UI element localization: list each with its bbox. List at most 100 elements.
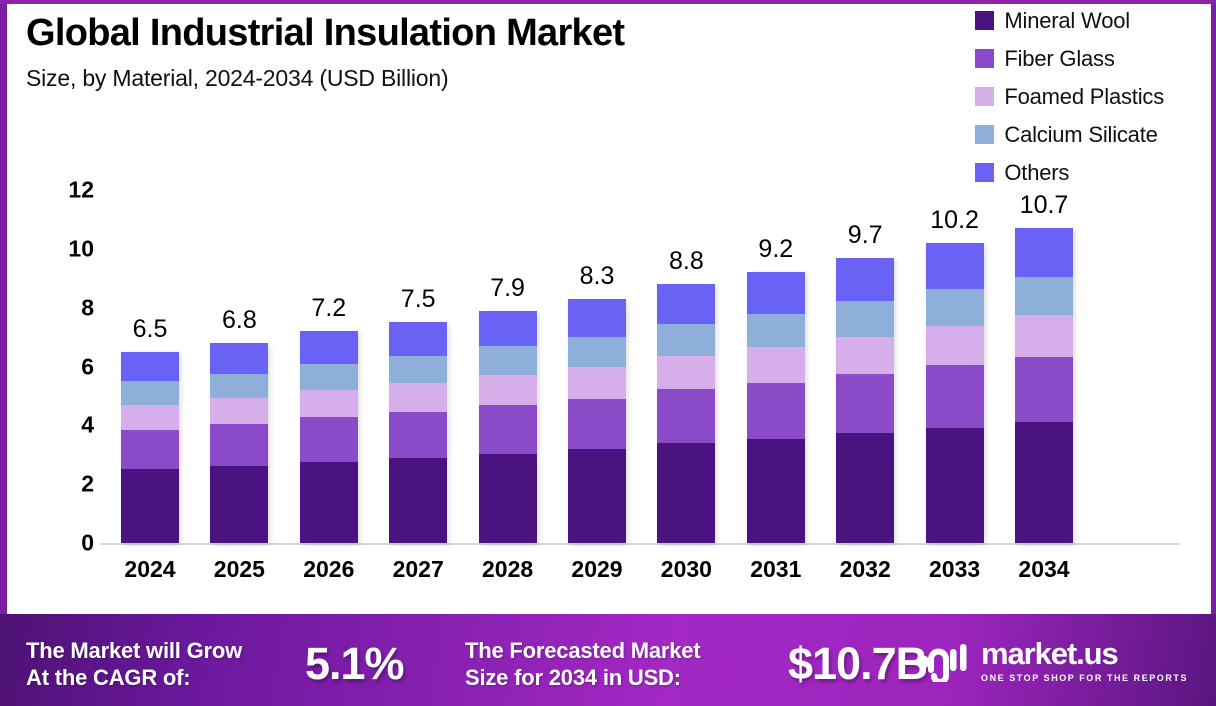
- bar-segment[interactable]: [746, 313, 805, 348]
- bar-segment[interactable]: [389, 322, 448, 356]
- legend-item[interactable]: Others: [975, 157, 1069, 188]
- y-axis-tick-label: 10: [68, 235, 94, 262]
- bar-group[interactable]: 8.8: [657, 247, 716, 543]
- bar-segment[interactable]: [657, 443, 716, 543]
- bar-segment[interactable]: [299, 461, 358, 543]
- bar-segment[interactable]: [925, 326, 984, 366]
- bar-group[interactable]: 6.8: [210, 306, 269, 543]
- bar-segment[interactable]: [836, 433, 895, 543]
- bar-segment[interactable]: [121, 429, 179, 470]
- bar-segment[interactable]: [478, 453, 537, 543]
- bar-segment[interactable]: [210, 343, 269, 374]
- bar-segment[interactable]: [389, 383, 448, 413]
- legend-item[interactable]: Fiber Glass: [975, 43, 1115, 74]
- bar-group[interactable]: 7.2: [299, 294, 358, 543]
- bar-segment[interactable]: [389, 458, 448, 543]
- bar-segment[interactable]: [925, 242, 984, 290]
- chart-legend: Mineral Wool Fiber Glass Foamed Plastics Ca…: [975, 5, 1164, 188]
- bar-segment[interactable]: [210, 465, 269, 543]
- legend-item[interactable]: Calcium Silicate: [975, 119, 1158, 150]
- bar-segment[interactable]: [1015, 356, 1073, 422]
- bar-group[interactable]: 7.5: [389, 285, 448, 543]
- bar-segment[interactable]: [1015, 276, 1073, 316]
- bar-segment[interactable]: [568, 366, 626, 399]
- legend-item-label: Mineral Wool: [1004, 7, 1130, 33]
- bar-segment[interactable]: [210, 424, 269, 466]
- bar-segment[interactable]: [121, 351, 179, 382]
- bar-segment[interactable]: [1015, 228, 1073, 277]
- bar-segment[interactable]: [925, 365, 984, 428]
- bar-segment[interactable]: [836, 301, 895, 337]
- bar-segment[interactable]: [657, 355, 716, 390]
- bar-segment[interactable]: [121, 404, 179, 430]
- plot-area: 0 2 4 6 8 10 12 6.5 2024 6.8 2025 7.2 2026 7.5 2027 7.…: [48, 0, 1180, 600]
- stacked-bar[interactable]: 7.2: [299, 294, 358, 543]
- bar-group[interactable]: 10.7: [1015, 191, 1073, 543]
- bar-segment[interactable]: [925, 289, 984, 327]
- bar-segment[interactable]: [568, 449, 626, 543]
- bar-segment[interactable]: [746, 438, 805, 543]
- bar-segment[interactable]: [478, 310, 537, 347]
- stacked-bar[interactable]: 10.7: [1015, 191, 1073, 543]
- stacked-bar[interactable]: 7.9: [478, 274, 537, 543]
- legend-swatch-icon: [975, 87, 995, 106]
- bar-segment[interactable]: [478, 346, 537, 376]
- stacked-bar[interactable]: 6.5: [121, 315, 179, 543]
- stacked-bar[interactable]: 6.8: [210, 306, 269, 543]
- bar-segment[interactable]: [389, 412, 448, 458]
- bar-segment[interactable]: [299, 331, 358, 364]
- x-axis-tick-label: 2024: [124, 556, 176, 582]
- stacked-bar[interactable]: 9.2: [746, 235, 805, 543]
- stacked-bar[interactable]: 8.8: [657, 247, 716, 543]
- bar-segment[interactable]: [657, 284, 716, 324]
- bar-segment[interactable]: [568, 298, 626, 337]
- bar-segment[interactable]: [478, 405, 537, 454]
- bar-segment[interactable]: [657, 389, 716, 444]
- bar-value-label: 9.2: [758, 235, 794, 264]
- bar-value-label: 10.7: [1019, 191, 1069, 220]
- bar-segment[interactable]: [568, 336, 626, 367]
- bar-segment[interactable]: [746, 382, 805, 439]
- bar-group[interactable]: 9.7: [836, 221, 895, 543]
- brand-logo[interactable]: market.us ONE STOP SHOP FOR THE REPORTS: [915, 638, 1188, 685]
- bar-segment[interactable]: [299, 389, 358, 418]
- bar-group[interactable]: 7.9: [478, 274, 537, 543]
- stacked-bar[interactable]: 7.5: [389, 285, 448, 543]
- bar-segment[interactable]: [836, 257, 895, 302]
- bar-segment[interactable]: [210, 398, 269, 425]
- bar-segment[interactable]: [836, 373, 895, 434]
- bar-segment[interactable]: [746, 347, 805, 383]
- bar-group[interactable]: 10.2: [925, 206, 984, 543]
- bar-segment[interactable]: [389, 355, 448, 384]
- bar-segment[interactable]: [121, 469, 179, 543]
- stacked-bar[interactable]: 10.2: [925, 206, 984, 543]
- x-axis-tick-label: 2028: [482, 556, 534, 582]
- legend-item[interactable]: Foamed Plastics: [975, 81, 1164, 112]
- bar-value-label: 10.2: [930, 205, 979, 234]
- bar-segment[interactable]: [746, 272, 805, 314]
- bar-group[interactable]: 8.3: [568, 262, 626, 543]
- legend-item[interactable]: Mineral Wool: [975, 5, 1130, 36]
- bar-segment[interactable]: [299, 363, 358, 390]
- legend-item-label: Calcium Silicate: [1004, 121, 1158, 147]
- bar-segment[interactable]: [121, 381, 179, 405]
- stacked-bar[interactable]: 9.7: [836, 221, 895, 543]
- bar-segment[interactable]: [568, 398, 626, 450]
- y-axis: 0 2 4 6 8 10 12: [48, 0, 94, 600]
- bar-group[interactable]: 6.5: [121, 315, 179, 543]
- bar-segment[interactable]: [836, 336, 895, 374]
- bar-segment[interactable]: [1015, 315, 1073, 357]
- x-axis-tick-label: 2030: [660, 556, 712, 582]
- stacked-bar[interactable]: 8.3: [568, 262, 626, 543]
- frame-border-top: [0, 0, 1216, 4]
- bar-segment[interactable]: [210, 373, 269, 399]
- bar-segment[interactable]: [657, 323, 716, 356]
- y-axis-tick-label: 12: [68, 176, 94, 203]
- bar-segment[interactable]: [478, 375, 537, 406]
- bar-value-label: 7.5: [400, 285, 436, 314]
- bar-segment[interactable]: [299, 417, 358, 462]
- bar-group[interactable]: 9.2: [746, 235, 805, 543]
- bar-segment[interactable]: [925, 427, 984, 543]
- bar-segment[interactable]: [1015, 421, 1073, 543]
